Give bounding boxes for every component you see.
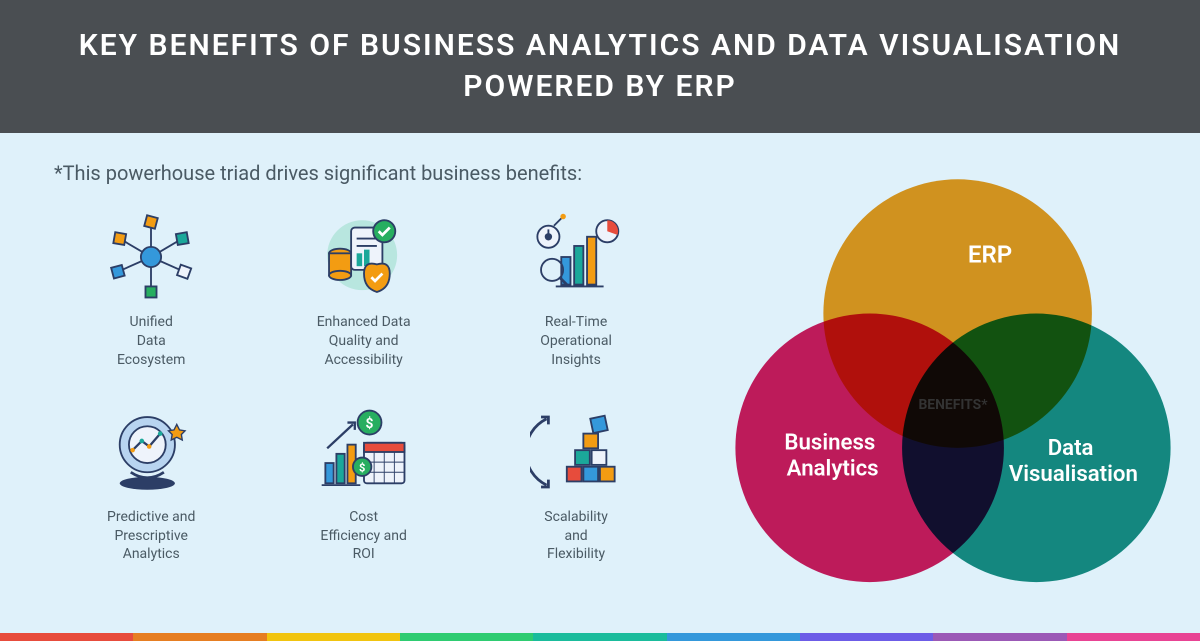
benefit-label: Predictive and Prescriptive Analytics xyxy=(107,508,195,565)
scalability-icon xyxy=(530,406,622,498)
realtime-chart-icon xyxy=(530,211,622,303)
svg-text:$: $ xyxy=(359,461,365,474)
benefit-label: Enhanced Data Quality and Accessibility xyxy=(317,313,411,370)
benefit-label: Unified Data Ecosystem xyxy=(117,313,186,370)
benefit-label: Scalability and Flexibility xyxy=(544,508,608,565)
benefits-grid: Unified Data Ecosystem xyxy=(54,211,673,564)
benefit-unified-data: Unified Data Ecosystem xyxy=(54,211,248,370)
data-quality-icon xyxy=(318,211,410,303)
subtitle: *This powerhouse triad drives significan… xyxy=(54,161,673,185)
roi-icon: $ $ xyxy=(318,406,410,498)
right-panel: ERP Business Analytics Data Visualisatio… xyxy=(693,133,1200,633)
benefit-realtime: Real-Time Operational Insights xyxy=(479,211,673,370)
page-header: KEY BENEFITS OF BUSINESS ANALYTICS AND D… xyxy=(0,0,1200,133)
benefit-scalability: Scalability and Flexibility xyxy=(479,406,673,565)
venn-diagram: ERP Business Analytics Data Visualisatio… xyxy=(703,163,1200,603)
venn-center-label: BENEFITS* xyxy=(919,397,989,413)
body-area: *This powerhouse triad drives significan… xyxy=(0,133,1200,633)
benefit-label: Real-Time Operational Insights xyxy=(540,313,612,370)
network-nodes-icon xyxy=(105,211,197,303)
left-panel: *This powerhouse triad drives significan… xyxy=(0,133,693,633)
venn-label-business-analytics: Business Analytics xyxy=(785,430,881,482)
predictive-icon xyxy=(105,406,197,498)
benefit-data-quality: Enhanced Data Quality and Accessibility xyxy=(266,211,460,370)
svg-text:$: $ xyxy=(365,415,373,432)
benefit-label: Cost Efficiency and ROI xyxy=(320,508,406,565)
venn-label-erp: ERP xyxy=(968,241,1012,269)
rainbow-bar xyxy=(0,633,1200,641)
benefit-predictive: Predictive and Prescriptive Analytics xyxy=(54,406,248,565)
benefit-roi: $ $ Cost Efficiency and ROI xyxy=(266,406,460,565)
page-title: KEY BENEFITS OF BUSINESS ANALYTICS AND D… xyxy=(79,28,1122,104)
